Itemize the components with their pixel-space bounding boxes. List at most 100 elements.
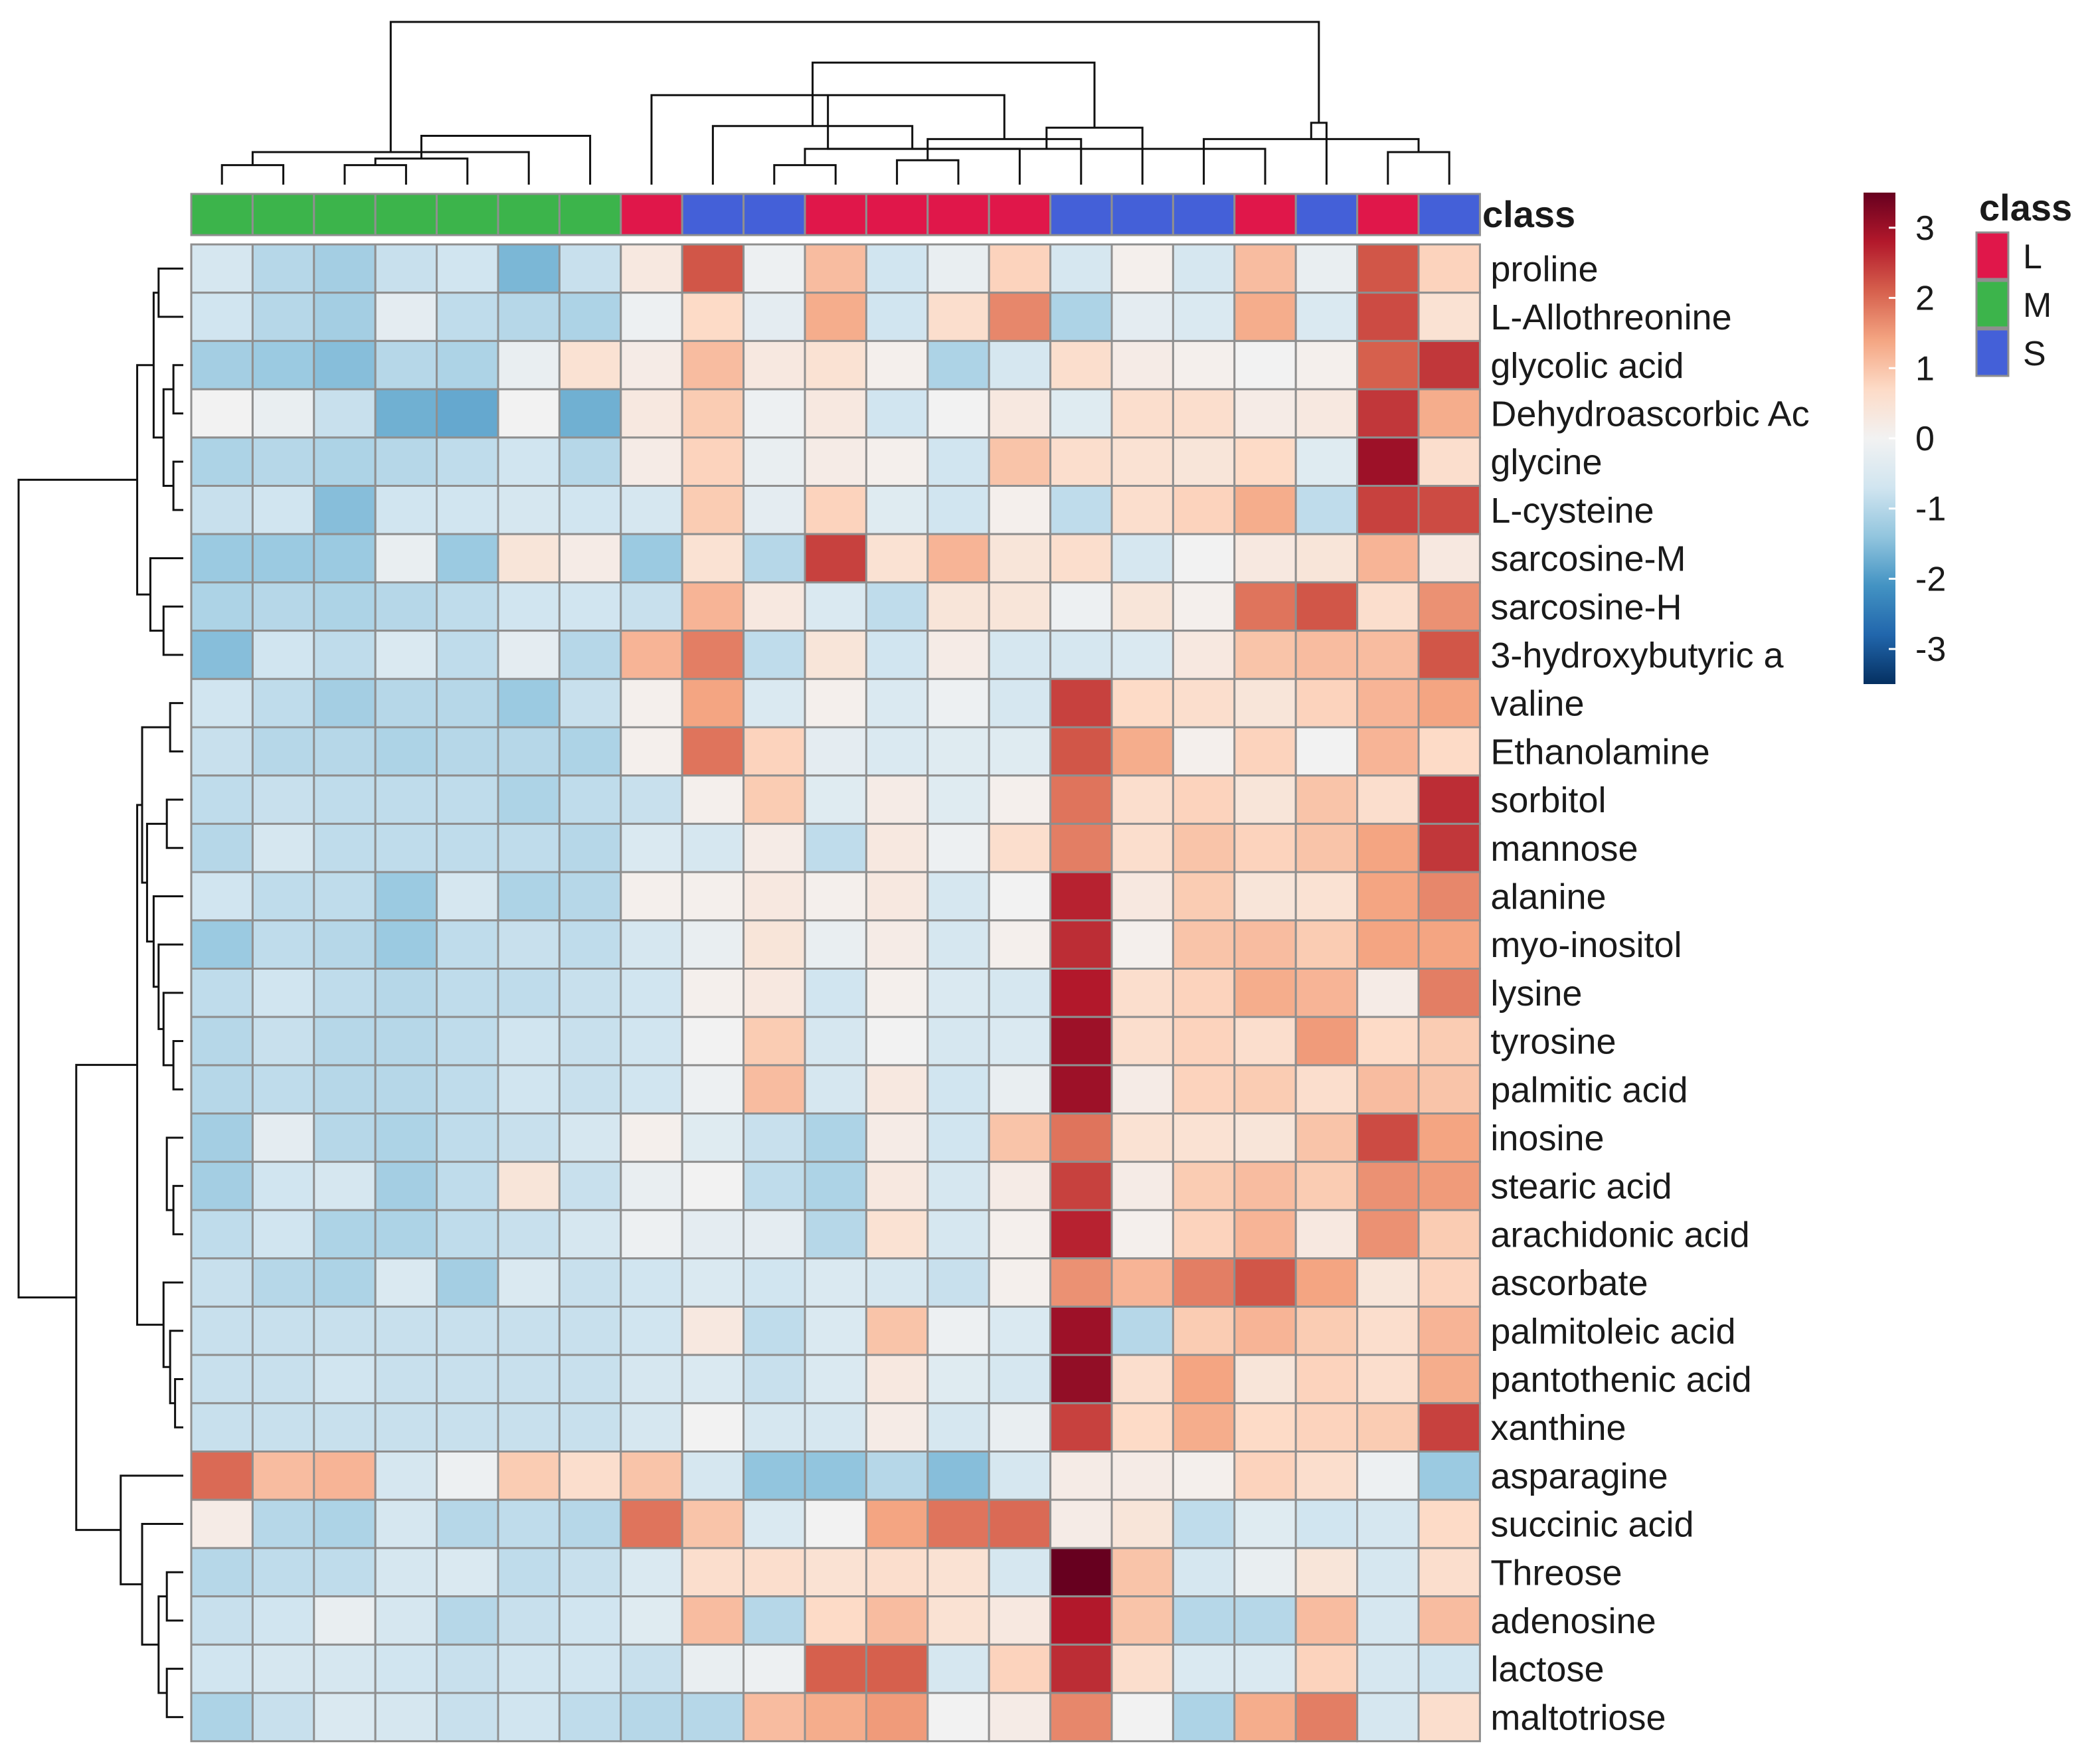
heatmap-cell [926, 1209, 990, 1260]
heatmap-cell [1172, 1451, 1236, 1501]
heatmap-cell [804, 533, 867, 584]
row-label: Dehydroascorbic Ac [1490, 394, 1809, 434]
heatmap-cell [313, 339, 377, 391]
heatmap-cell [1233, 243, 1297, 294]
row-label: mannose [1490, 829, 1638, 869]
heatmap-cell [1049, 292, 1113, 342]
heatmap-cell [681, 1015, 745, 1067]
heatmap-cell [374, 1692, 438, 1743]
heatmap-cell [436, 1160, 499, 1211]
heatmap-cell [436, 533, 499, 584]
heatmap-cell [1294, 1209, 1359, 1260]
heatmap-cell [1356, 1692, 1420, 1743]
heatmap-cell [1294, 533, 1359, 584]
heatmap-cell [251, 726, 315, 777]
heatmap-cell [558, 1209, 622, 1260]
heatmap-cell [742, 1015, 806, 1067]
heatmap-cell [313, 968, 377, 1018]
heatmap-cell [926, 1160, 990, 1211]
heatmap-cell [497, 1451, 561, 1501]
heatmap-cell [1356, 1209, 1420, 1260]
class-legend-label: S [2023, 335, 2046, 373]
dendrogram-branch [251, 151, 530, 185]
heatmap-cell [926, 630, 990, 680]
heatmap-cell [681, 581, 745, 632]
heatmap-cell [190, 774, 254, 825]
heatmap-cell [374, 1643, 438, 1694]
heatmap-cell [1417, 388, 1481, 439]
heatmap-cell [374, 726, 438, 777]
heatmap-cell [374, 339, 438, 391]
heatmap-cell [742, 1643, 806, 1694]
heatmap-cell [1049, 1692, 1113, 1743]
heatmap-cell [374, 1547, 438, 1598]
row-label: glycine [1490, 442, 1602, 482]
heatmap-cell [804, 822, 867, 873]
heatmap-cell [251, 436, 315, 487]
row-label: succinic acid [1490, 1505, 1694, 1545]
heatmap-cell [374, 436, 438, 487]
heatmap-cell [865, 871, 929, 922]
heatmap-cell [1233, 485, 1297, 535]
heatmap-cell [681, 1209, 745, 1260]
heatmap-cell [865, 485, 929, 535]
heatmap-cell [742, 388, 806, 439]
heatmap-cell [742, 243, 806, 294]
heatmap-cell [1172, 339, 1236, 391]
heatmap-cell [374, 774, 438, 825]
heatmap-cell [1233, 968, 1297, 1018]
heatmap-cell [926, 581, 990, 632]
class-annotation-cell [190, 193, 254, 236]
heatmap-cell [926, 436, 990, 487]
heatmap-cell [190, 677, 254, 729]
heatmap-cell [374, 388, 438, 439]
heatmap-cell [190, 822, 254, 873]
heatmap-cell [1110, 1209, 1174, 1260]
heatmap-cell [742, 630, 806, 680]
heatmap-cell [374, 1354, 438, 1405]
heatmap-cell [1356, 1595, 1420, 1646]
heatmap-cell [1417, 1354, 1481, 1405]
row-label: inosine [1490, 1118, 1604, 1158]
heatmap-cell [681, 968, 745, 1018]
heatmap-cell [190, 1547, 254, 1598]
dendrogram-branch [343, 164, 407, 185]
row-label: L-Allothreonine [1490, 298, 1731, 337]
heatmap-cell [190, 1015, 254, 1067]
heatmap-cell [681, 1257, 745, 1308]
heatmap-cell [558, 1112, 622, 1163]
heatmap-cell [1356, 339, 1420, 391]
heatmap-cell [742, 436, 806, 487]
heatmap-cell [681, 1402, 745, 1453]
heatmap-cell [988, 292, 1052, 342]
heatmap-cell [497, 581, 561, 632]
heatmap-cell [1172, 630, 1236, 680]
heatmap-cell [804, 630, 867, 680]
heatmap-cell [190, 339, 254, 391]
heatmap-cell [497, 822, 561, 873]
heatmap-cell [374, 1257, 438, 1308]
heatmap-cell [1049, 968, 1113, 1018]
row-label: palmitoleic acid [1490, 1312, 1735, 1352]
heatmap-cell [1049, 1160, 1113, 1211]
heatmap-cell [865, 630, 929, 680]
heatmap-cell [313, 1692, 377, 1743]
heatmap-cell [436, 1451, 499, 1501]
heatmap-cell [558, 871, 622, 922]
heatmap-cell [558, 243, 622, 294]
heatmap-cells [190, 243, 1481, 1743]
heatmap-cell [251, 822, 315, 873]
heatmap-cell [1172, 1402, 1236, 1453]
heatmap-cell [497, 243, 561, 294]
heatmap-cell [1356, 968, 1420, 1018]
heatmap-cell [1110, 1402, 1174, 1453]
heatmap-cell [1110, 388, 1174, 439]
dendrogram-branch [926, 137, 1083, 185]
heatmap-cell [190, 871, 254, 922]
heatmap-cell [681, 1305, 745, 1356]
heatmap-cell [681, 1160, 745, 1211]
heatmap-cell [681, 1354, 745, 1405]
heatmap-cell [620, 339, 683, 391]
heatmap-cell [804, 1015, 867, 1067]
heatmap-cell [1049, 774, 1113, 825]
